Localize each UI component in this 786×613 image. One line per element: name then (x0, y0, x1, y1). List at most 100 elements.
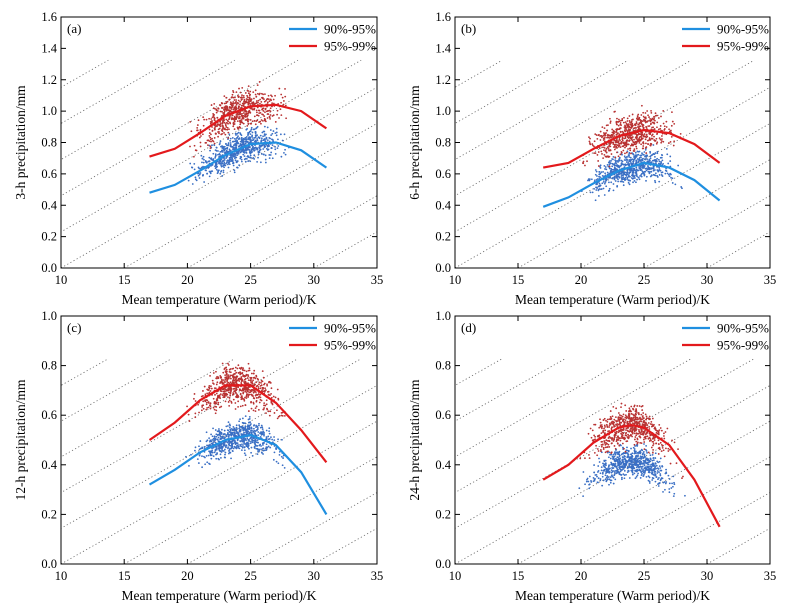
point-90-95 (220, 165, 223, 168)
point-90-95 (237, 131, 240, 134)
point-95-99 (235, 116, 238, 119)
point-95-99 (620, 140, 623, 143)
point-90-95 (605, 185, 608, 188)
point-90-95 (631, 464, 634, 467)
point-90-95 (224, 456, 227, 459)
point-95-99 (211, 137, 213, 140)
point-90-95 (668, 491, 671, 494)
point-95-99 (615, 143, 617, 146)
point-95-99 (602, 146, 604, 149)
point-95-99 (617, 145, 620, 148)
point-90-95 (608, 160, 611, 163)
y-tick-label: 1.0 (435, 104, 451, 118)
point-95-99 (667, 142, 670, 144)
x-axis-label: Mean temperature (Warm period)/K (515, 292, 710, 307)
point-90-95 (641, 465, 644, 468)
point-95-99 (635, 140, 638, 143)
point-95-99 (245, 118, 248, 121)
point-95-99 (245, 100, 248, 102)
point-95-99 (211, 121, 213, 124)
y-tick-label: 1.6 (435, 10, 451, 24)
point-90-95 (672, 495, 675, 497)
point-90-95 (267, 143, 270, 146)
point-90-95 (602, 469, 605, 472)
point-90-95 (648, 168, 651, 171)
point-95-99 (636, 116, 639, 118)
point-95-99 (241, 112, 243, 115)
point-90-95 (272, 130, 275, 132)
point-95-99 (635, 117, 638, 120)
point-90-95 (635, 154, 637, 157)
point-90-95 (248, 136, 251, 138)
point-95-99 (200, 409, 203, 412)
point-95-99 (225, 392, 228, 395)
point-90-95 (674, 183, 677, 186)
point-90-95 (237, 433, 240, 436)
point-95-99 (216, 377, 218, 380)
point-90-95 (256, 139, 259, 142)
point-90-95 (275, 447, 277, 449)
y-tick-label: 1.0 (41, 104, 57, 118)
point-90-95 (643, 158, 646, 161)
point-95-99 (241, 86, 244, 89)
point-90-95 (615, 168, 617, 170)
point-90-95 (631, 466, 634, 469)
point-90-95 (269, 446, 272, 449)
point-95-99 (209, 402, 212, 404)
point-90-95 (219, 142, 221, 144)
point-90-95 (248, 415, 251, 418)
point-95-99 (234, 96, 236, 99)
point-90-95 (602, 187, 605, 190)
point-90-95 (645, 156, 648, 158)
point-95-99 (615, 138, 618, 141)
point-90-95 (194, 446, 197, 449)
point-90-95 (251, 137, 254, 139)
point-90-95 (656, 174, 659, 177)
legend-label: 90%-95% (324, 321, 376, 336)
point-90-95 (231, 137, 234, 139)
point-90-95 (671, 482, 673, 485)
point-95-99 (266, 384, 269, 387)
point-90-95 (242, 143, 244, 146)
point-95-99 (654, 112, 657, 115)
point-95-99 (232, 125, 235, 128)
point-90-95 (237, 152, 240, 155)
point-90-95 (617, 161, 619, 163)
point-90-95 (650, 174, 653, 177)
point-90-95 (648, 160, 650, 163)
point-95-99 (259, 387, 262, 390)
point-90-95 (263, 133, 266, 136)
point-95-99 (638, 136, 641, 139)
point-90-95 (250, 430, 252, 432)
point-90-95 (654, 155, 656, 158)
point-90-95 (242, 422, 245, 425)
point-90-95 (249, 136, 252, 139)
point-95-99 (223, 392, 226, 395)
point-90-95 (637, 169, 640, 172)
point-95-99 (622, 142, 625, 145)
point-95-99 (591, 143, 594, 145)
point-95-99 (202, 400, 205, 403)
point-90-95 (596, 178, 599, 180)
point-90-95 (226, 425, 229, 427)
point-90-95 (248, 418, 251, 420)
point-90-95 (212, 446, 215, 449)
point-90-95 (599, 479, 602, 482)
point-90-95 (252, 138, 255, 141)
point-95-99 (659, 138, 662, 141)
point-95-99 (224, 400, 227, 403)
point-95-99 (231, 93, 234, 96)
point-95-99 (651, 133, 654, 136)
point-95-99 (231, 374, 234, 377)
point-90-95 (625, 161, 628, 163)
point-95-99 (265, 412, 267, 415)
point-95-99 (238, 367, 241, 369)
point-90-95 (243, 431, 245, 434)
point-90-95 (249, 442, 252, 445)
point-90-95 (618, 473, 621, 476)
point-95-99 (618, 128, 621, 131)
point-90-95 (595, 189, 598, 191)
point-90-95 (610, 469, 613, 472)
point-90-95 (190, 166, 193, 169)
point-95-99 (243, 369, 246, 372)
